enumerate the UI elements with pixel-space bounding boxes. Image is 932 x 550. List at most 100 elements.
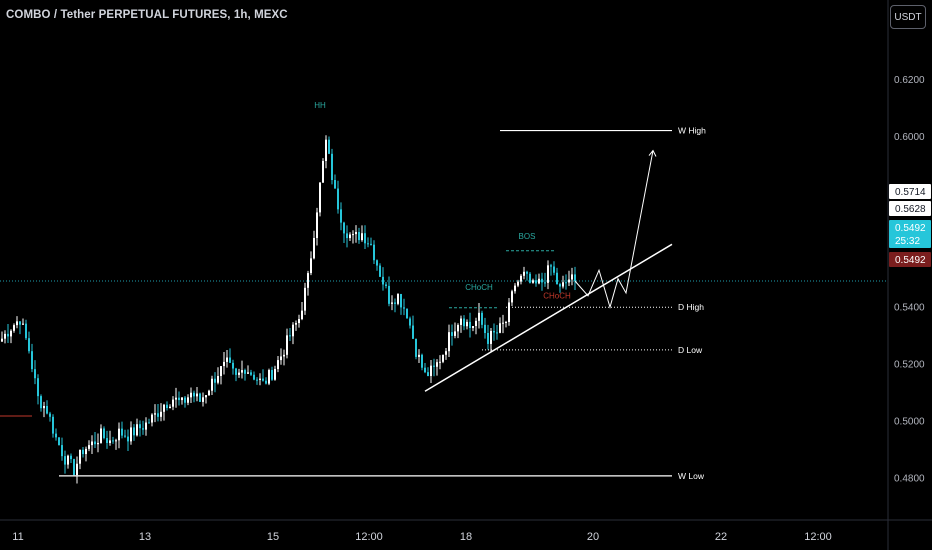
candle-body xyxy=(280,356,282,361)
candle-body xyxy=(556,272,558,285)
candle-body xyxy=(1,338,3,342)
candle-body xyxy=(85,448,87,455)
candle-body xyxy=(382,276,384,285)
candle-body xyxy=(388,285,390,304)
candle-body xyxy=(358,232,360,241)
candle-body xyxy=(400,294,402,308)
candle-body xyxy=(172,399,174,407)
candle-body xyxy=(472,326,474,328)
candle-body xyxy=(541,278,543,283)
drawings xyxy=(424,149,673,392)
candle-body xyxy=(109,440,111,443)
candles xyxy=(1,135,576,484)
structure-annotation: HH xyxy=(314,101,326,110)
candle-body xyxy=(439,361,441,363)
candle-body xyxy=(364,233,366,244)
candle-body xyxy=(268,370,270,384)
candle-body xyxy=(544,282,546,284)
candle-body xyxy=(112,440,114,442)
candle-body xyxy=(118,428,120,441)
candle-body xyxy=(406,308,408,319)
candle-body xyxy=(412,325,414,339)
candle-body xyxy=(310,258,312,274)
key-levels: W High D High D Low W Low xyxy=(0,126,888,481)
candle-body xyxy=(547,265,549,283)
candle-body xyxy=(334,180,336,189)
candle-body xyxy=(73,459,75,475)
candle-body xyxy=(205,395,207,398)
candle-body xyxy=(481,312,483,325)
candle-body xyxy=(13,325,15,331)
candle-body xyxy=(178,397,180,401)
candle-body xyxy=(196,393,198,397)
y-tick-label: 0.6200 xyxy=(894,75,925,86)
candle-body xyxy=(433,365,435,367)
candle-body xyxy=(376,260,378,266)
structure-annotation: BOS xyxy=(519,232,536,241)
candle-body xyxy=(187,397,189,403)
candle-body xyxy=(460,318,462,325)
candle-body xyxy=(133,427,135,436)
candle-body xyxy=(67,455,69,465)
candle-body xyxy=(7,333,9,337)
candle-body xyxy=(58,437,60,446)
candle-body xyxy=(505,322,507,324)
candle-body xyxy=(349,234,351,239)
candle-body xyxy=(424,367,426,373)
candle-body xyxy=(46,405,48,414)
x-tick-label: 12:00 xyxy=(804,531,832,543)
candle-body xyxy=(265,380,267,384)
projection-arrowhead xyxy=(648,149,657,157)
candle-body xyxy=(493,330,495,333)
candle-body xyxy=(340,209,342,223)
candle-body xyxy=(421,354,423,368)
candle-body xyxy=(466,321,468,327)
candle-body xyxy=(175,397,177,400)
candle-body xyxy=(322,160,324,183)
candle-body xyxy=(271,370,273,380)
candle-body xyxy=(214,378,216,383)
candle-body xyxy=(307,273,309,288)
candle-body xyxy=(208,390,210,396)
candle-body xyxy=(253,374,255,380)
candle-body xyxy=(256,379,258,381)
candle-body xyxy=(19,321,21,325)
candle-body xyxy=(115,440,117,442)
price-tag-label: 0.5492 xyxy=(895,223,926,234)
candle-body xyxy=(352,234,354,236)
candle-body xyxy=(139,424,141,429)
candle-body xyxy=(301,310,303,320)
candle-body xyxy=(370,243,372,245)
candle-body xyxy=(373,244,375,261)
candle-body xyxy=(295,323,297,325)
candle-body xyxy=(397,294,399,304)
candle-body xyxy=(94,441,96,445)
candle-body xyxy=(160,411,162,417)
candle-body xyxy=(88,445,90,449)
candle-body xyxy=(436,362,438,367)
candle-body xyxy=(511,291,513,303)
candle-body xyxy=(226,357,228,362)
x-tick-label: 18 xyxy=(460,531,472,543)
candle-body xyxy=(250,372,252,375)
price-tag-label: 0.5714 xyxy=(895,187,926,198)
candle-body xyxy=(217,375,219,383)
chart-title: COMBO / Tether PERPETUAL FUTURES, 1h, ME… xyxy=(6,9,288,21)
candle-body xyxy=(457,324,459,332)
candle-body xyxy=(223,361,225,367)
x-tick-label: 20 xyxy=(587,531,599,543)
candle-body xyxy=(430,365,432,376)
currency-button[interactable]: USDT xyxy=(890,5,926,29)
candle-body xyxy=(442,354,444,362)
candle-body xyxy=(391,302,393,304)
x-tick-label: 15 xyxy=(267,531,279,543)
candle-body xyxy=(484,324,486,334)
candle-body xyxy=(184,397,186,403)
candle-body xyxy=(517,281,519,286)
candle-body xyxy=(151,414,153,423)
candle-body xyxy=(325,139,327,161)
candle-body xyxy=(379,265,381,277)
candle-body xyxy=(346,233,348,239)
